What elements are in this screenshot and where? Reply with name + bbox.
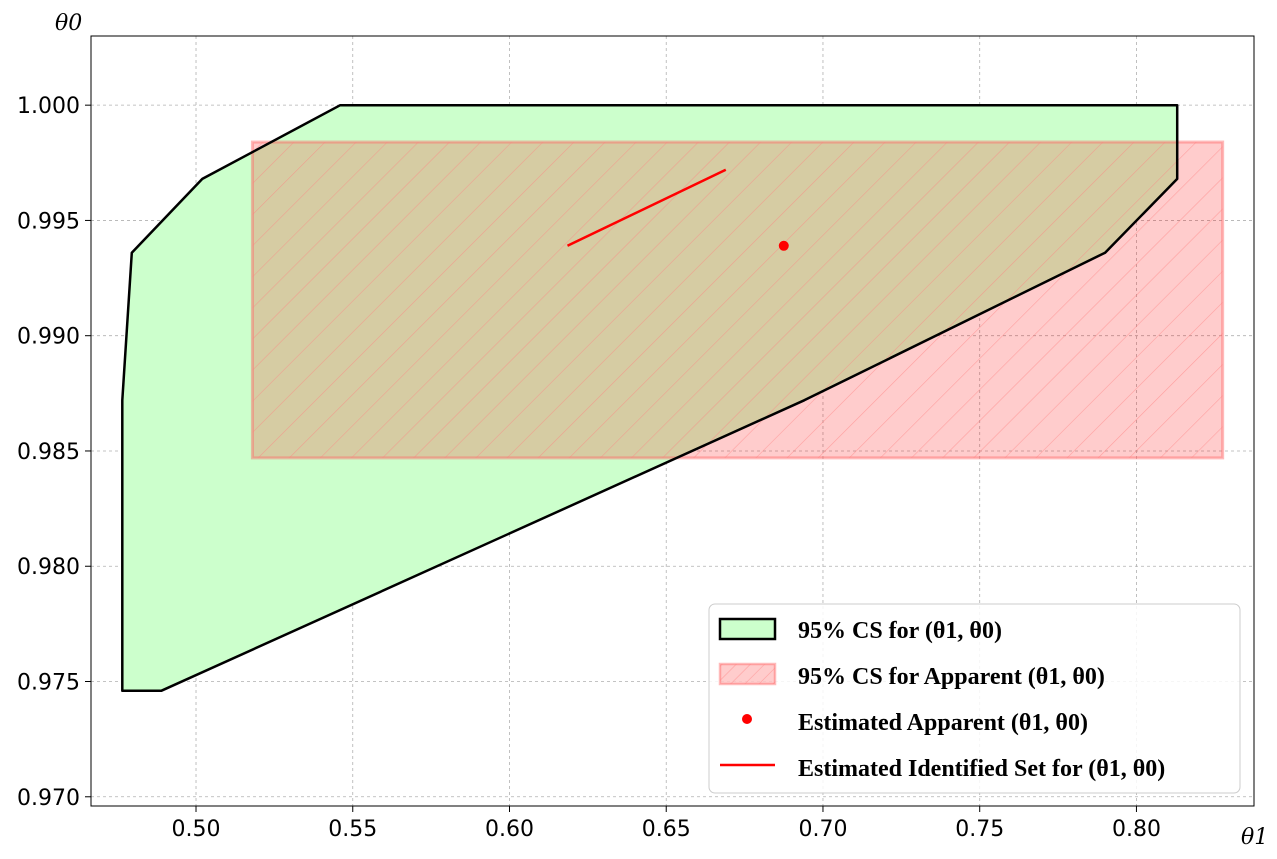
y-tick-label: 0.990 [17, 325, 80, 350]
plot-frame [90, 35, 1255, 807]
legend-label-cs: 95% CS for (θ1, θ0) [798, 618, 1002, 644]
x-axis-label: θ1 [1241, 825, 1268, 850]
x-tick-label: 0.55 [328, 817, 377, 842]
identified-set-line [566, 168, 727, 247]
legend-swatch-cs [718, 617, 777, 641]
x-tick-label: 0.75 [955, 817, 1004, 842]
y-axis-ticks: 0.970 0.975 0.980 0.985 0.990 0.995 1.000 [17, 94, 91, 811]
y-tick-label: 0.980 [17, 555, 80, 580]
apparent-estimate-point [778, 240, 789, 251]
apparent-cs-hatch [252, 142, 1223, 458]
cs-polygon-edge [121, 103, 1179, 692]
legend-label-apparent: 95% CS for Apparent (θ1, θ0) [798, 664, 1105, 690]
legend: 95% CS for (θ1, θ0) 95% CS for Apparent … [708, 603, 1241, 794]
legend-swatch-apparent-hatch [720, 664, 775, 684]
x-tick-label: 0.60 [485, 817, 534, 842]
y-axis-label: θ0 [55, 11, 82, 36]
y-tick-label: 0.975 [17, 671, 80, 696]
x-axis-ticks: 0.50 0.55 0.60 0.65 0.70 0.75 0.80 [172, 806, 1161, 842]
y-tick-label: 0.970 [17, 786, 80, 811]
y-tick-label: 0.985 [17, 440, 80, 465]
y-tick-label: 0.995 [17, 209, 80, 234]
legend-label-point: Estimated Apparent (θ1, θ0) [798, 710, 1088, 736]
x-tick-label: 0.80 [1112, 817, 1161, 842]
legend-label-line: Estimated Identified Set for (θ1, θ0) [798, 756, 1165, 782]
x-tick-label: 0.65 [642, 817, 691, 842]
x-tick-label: 0.70 [798, 817, 847, 842]
y-tick-label: 1.000 [17, 94, 80, 119]
legend-marker-point [742, 714, 752, 724]
x-tick-label: 0.50 [172, 817, 221, 842]
legend-box [708, 603, 1241, 794]
